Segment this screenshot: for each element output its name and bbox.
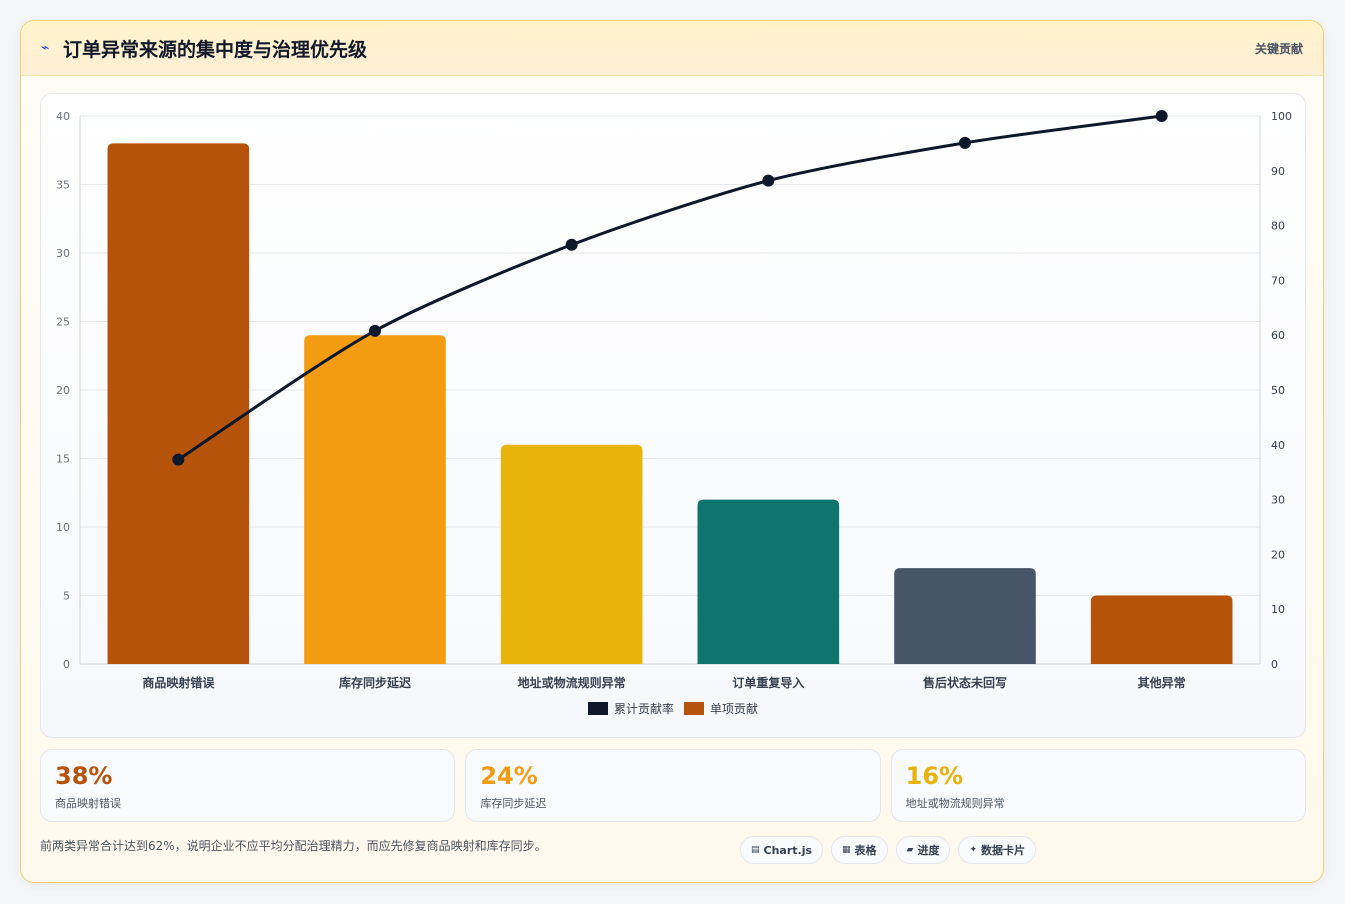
y-left-tick-label: 40 bbox=[56, 110, 70, 123]
stat-card: 16% 地址或物流规则异常 bbox=[890, 749, 1306, 822]
bar bbox=[107, 143, 250, 664]
y-right-tick-label: 10 bbox=[1271, 603, 1285, 616]
x-tick-label: 售后状态未回写 bbox=[923, 675, 1007, 690]
pill-table[interactable]: ▦ 表格 bbox=[831, 836, 888, 864]
y-right-tick-label: 30 bbox=[1271, 494, 1285, 507]
card-footer: 前两类异常合计达到62%，说明企业不应平均分配治理精力，而应先修复商品映射和库存… bbox=[40, 833, 1306, 865]
y-right-tick-label: 90 bbox=[1271, 165, 1285, 178]
trend-icon: ⌁ bbox=[41, 40, 50, 56]
title-wrap: ⌁ 订单异常来源的集中度与治理优先级 bbox=[41, 35, 367, 62]
pill-label: 进度 bbox=[917, 844, 940, 857]
legend-swatch-cumulative bbox=[587, 702, 608, 715]
legend-label-single: 单项贡献 bbox=[710, 702, 759, 716]
y-right-tick-label: 0 bbox=[1271, 658, 1278, 671]
y-left-tick-label: 20 bbox=[56, 384, 70, 397]
y-left-tick-label: 25 bbox=[56, 316, 70, 329]
pill-progress[interactable]: ▰ 进度 bbox=[895, 836, 951, 864]
legend-item-single[interactable]: 单项贡献 bbox=[684, 700, 758, 717]
pill-label: 数据卡片 bbox=[981, 844, 1026, 857]
y-left-tick-label: 5 bbox=[63, 590, 70, 603]
y-right-tick-label: 100 bbox=[1271, 110, 1292, 123]
tech-pills: ▤ Chart.js ▦ 表格 ▰ 进度 ✦ 数据卡片 bbox=[740, 836, 1037, 864]
stat-label: 地址或物流规则异常 bbox=[905, 797, 1005, 810]
y-right-tick-label: 50 bbox=[1271, 384, 1285, 397]
y-right-tick-label: 40 bbox=[1271, 439, 1285, 452]
card-header: ⌁ 订单异常来源的集中度与治理优先级 关键贡献 bbox=[21, 21, 1323, 76]
legend-label-cumulative: 累计贡献率 bbox=[613, 702, 674, 716]
cumulative-point bbox=[762, 174, 775, 187]
stat-card: 38% 商品映射错误 bbox=[40, 749, 456, 822]
stat-label: 商品映射错误 bbox=[55, 797, 121, 810]
y-right-tick-label: 80 bbox=[1271, 220, 1285, 233]
cumulative-point bbox=[959, 136, 971, 149]
chart-legend: 累计贡献率 单项贡献 bbox=[41, 700, 1305, 717]
y-right-tick-label: 20 bbox=[1271, 548, 1285, 561]
y-left-tick-label: 35 bbox=[56, 179, 70, 192]
progress-icon: ▰ bbox=[906, 845, 914, 855]
cumulative-point bbox=[369, 324, 381, 337]
cumulative-line bbox=[177, 114, 1162, 461]
y-right-tick-label: 70 bbox=[1271, 274, 1285, 287]
cumulative-point bbox=[565, 238, 578, 251]
legend-swatch-single bbox=[684, 702, 704, 715]
pareto-chart: 0 5 10 15 20 25 30 35 40 0 10 20 30 40 50 60 70 80 90 100 商品… bbox=[56, 110, 1292, 690]
footer-note: 前两类异常合计达到62%，说明企业不应平均分配治理精力，而应先修复商品映射和库存… bbox=[40, 839, 547, 853]
bar bbox=[894, 568, 1036, 664]
pill-label: 表格 bbox=[854, 844, 877, 857]
chart-panel: 0 5 10 15 20 25 30 35 40 0 10 20 30 40 50 60 70 80 90 100 商品… bbox=[40, 93, 1306, 738]
table-icon: ▦ bbox=[842, 845, 851, 855]
legend-item-cumulative[interactable]: 累计贡献率 bbox=[587, 700, 674, 717]
pill-chartjs[interactable]: ▤ Chart.js bbox=[740, 836, 824, 864]
chart-icon: ▤ bbox=[751, 845, 760, 855]
x-tick-label: 库存同步延迟 bbox=[339, 675, 411, 690]
stat-value: 38% bbox=[55, 762, 113, 790]
y-left-tick-label: 15 bbox=[56, 453, 70, 466]
x-tick-label: 地址或物流规则异常 bbox=[518, 675, 626, 690]
stat-value: 24% bbox=[480, 762, 538, 790]
bar bbox=[500, 444, 643, 664]
stat-label: 库存同步延迟 bbox=[480, 797, 547, 810]
bar bbox=[1090, 595, 1233, 664]
y-left-tick-label: 10 bbox=[56, 521, 70, 534]
y-right-tick-label: 60 bbox=[1271, 329, 1285, 342]
stat-card: 24% 库存同步延迟 bbox=[465, 749, 881, 822]
bar bbox=[697, 499, 840, 664]
x-tick-label: 商品映射错误 bbox=[142, 675, 215, 690]
cumulative-point bbox=[172, 453, 185, 466]
pill-datacard[interactable]: ✦ 数据卡片 bbox=[958, 836, 1037, 864]
bar bbox=[304, 335, 446, 664]
y-left-tick-label: 0 bbox=[63, 658, 70, 671]
page-title: 订单异常来源的集中度与治理优先级 bbox=[63, 38, 368, 61]
pill-label: Chart.js bbox=[763, 843, 813, 857]
stats-row: 38% 商品映射错误 24% 库存同步延迟 16% 地址或物流规则异常 bbox=[40, 749, 1306, 822]
y-left-tick-label: 30 bbox=[56, 247, 70, 260]
x-tick-label: 其他异常 bbox=[1138, 675, 1186, 690]
sparkle-icon: ✦ bbox=[969, 845, 978, 855]
cumulative-point bbox=[1155, 110, 1168, 122]
stat-value: 16% bbox=[905, 762, 964, 790]
chart-card: ⌁ 订单异常来源的集中度与治理优先级 关键贡献 0 5 10 15 20 25 30 35 40… bbox=[20, 20, 1324, 883]
header-tag: 关键贡献 bbox=[1254, 41, 1303, 56]
x-tick-label: 订单重复导入 bbox=[732, 675, 804, 690]
